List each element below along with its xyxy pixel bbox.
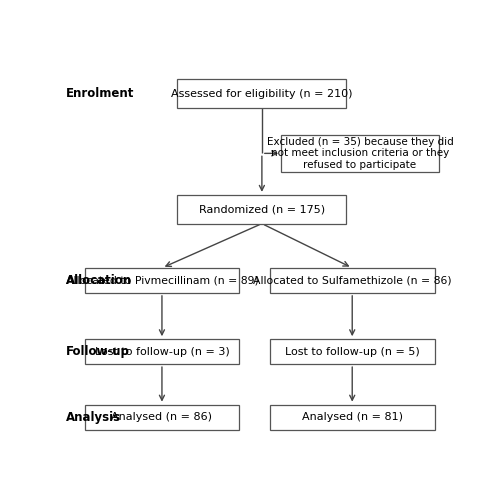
Text: Lost to follow-up (n = 3): Lost to follow-up (n = 3): [95, 346, 229, 356]
FancyBboxPatch shape: [178, 79, 346, 108]
Text: Analysed (n = 81): Analysed (n = 81): [302, 412, 403, 422]
FancyBboxPatch shape: [281, 135, 439, 172]
FancyBboxPatch shape: [85, 404, 239, 429]
FancyBboxPatch shape: [85, 339, 239, 364]
FancyBboxPatch shape: [270, 339, 435, 364]
FancyBboxPatch shape: [270, 404, 435, 429]
Text: Randomized (n = 175): Randomized (n = 175): [199, 204, 325, 214]
Text: Analysis: Analysis: [66, 411, 121, 424]
FancyBboxPatch shape: [178, 195, 346, 224]
Text: Assessed for eligibility (n = 210): Assessed for eligibility (n = 210): [171, 88, 353, 99]
Text: Follow-up: Follow-up: [66, 346, 130, 358]
Text: Analysed (n = 86): Analysed (n = 86): [112, 412, 212, 422]
Text: Allocated to Sulfamethizole (n = 86): Allocated to Sulfamethizole (n = 86): [253, 276, 451, 285]
Text: Enrolment: Enrolment: [66, 88, 134, 101]
Text: Lost to follow-up (n = 5): Lost to follow-up (n = 5): [285, 346, 420, 356]
Text: Allocation: Allocation: [66, 274, 132, 286]
Text: Excluded (n = 35) because they did
not meet inclusion criteria or they
refused t: Excluded (n = 35) because they did not m…: [266, 137, 453, 170]
FancyBboxPatch shape: [270, 268, 435, 293]
Text: Allocated to Pivmecillinam (n = 89): Allocated to Pivmecillinam (n = 89): [65, 276, 258, 285]
FancyBboxPatch shape: [85, 268, 239, 293]
